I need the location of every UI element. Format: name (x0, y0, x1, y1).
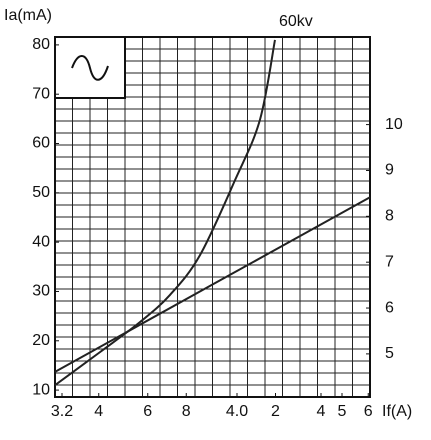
y-tick-label: 50 (32, 184, 50, 201)
x-axis-label: If(A) (382, 403, 412, 420)
y-tick-label: 40 (32, 233, 50, 250)
y-tick-label: 10 (32, 381, 50, 398)
y2-tick-label: 5 (385, 345, 394, 362)
y2-tick-label: 10 (385, 116, 403, 133)
y-axis-label: Ia(mA) (4, 7, 52, 24)
y-tick-label: 80 (32, 36, 50, 53)
x-tick-label: 3.2 (51, 403, 73, 420)
series-line (54, 196, 371, 373)
y2-tick-label: 7 (385, 253, 394, 270)
y-tick-label: 60 (32, 135, 50, 152)
y2-tick-label: 9 (385, 162, 394, 179)
x-tick-label: 4.0 (226, 403, 248, 420)
y-tick-label: 30 (32, 283, 50, 300)
plot-frame (54, 36, 371, 398)
series-label: 60kv (279, 13, 313, 30)
y2-tick-label: 6 (385, 299, 394, 316)
y2-tick-label: 8 (385, 208, 394, 225)
series-line (54, 39, 276, 386)
x-tick-label: 6 (364, 403, 373, 420)
x-tick-label: 2 (271, 403, 280, 420)
x-tick-label: 8 (182, 403, 191, 420)
y-tick-label: 20 (32, 332, 50, 349)
x-tick-label: 6 (143, 403, 152, 420)
x-tick-label: 4 (317, 403, 326, 420)
y-tick-label: 70 (32, 85, 50, 102)
x-tick-label: 5 (338, 403, 347, 420)
ac-symbol (71, 55, 109, 81)
x-tick-label: 4 (94, 403, 103, 420)
